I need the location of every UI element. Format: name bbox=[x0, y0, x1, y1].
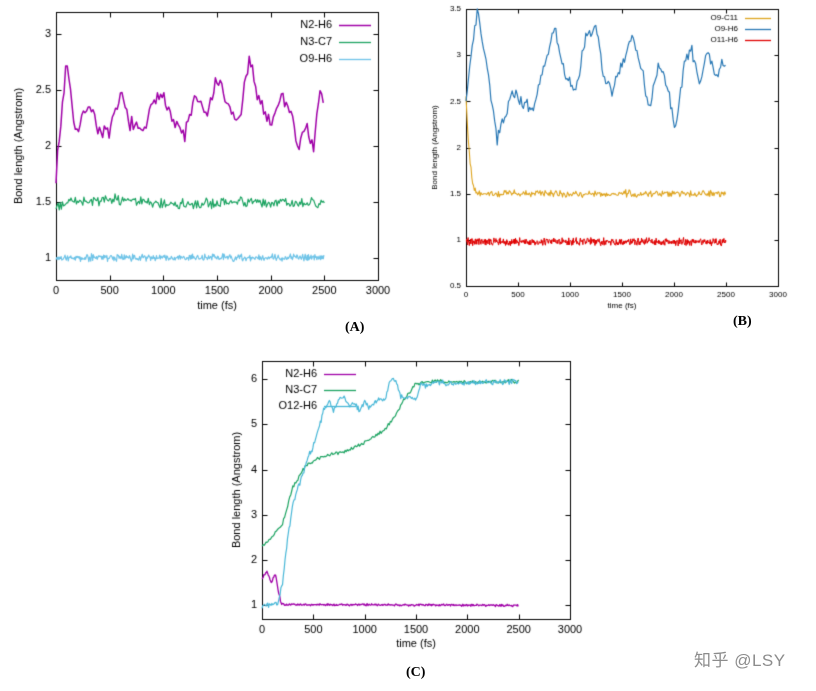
panel-label-c: (C) bbox=[406, 665, 426, 680]
panel-label-a: (A) bbox=[345, 320, 365, 335]
chart-a-bond-length-vs-time bbox=[6, 2, 410, 318]
chart-b-bond-length-vs-time bbox=[426, 0, 816, 316]
panel-label-b: (B) bbox=[733, 314, 752, 329]
chart-c-bond-length-vs-time bbox=[226, 347, 610, 655]
watermark-zhihu-lsy: 知乎 @LSY bbox=[694, 651, 786, 670]
